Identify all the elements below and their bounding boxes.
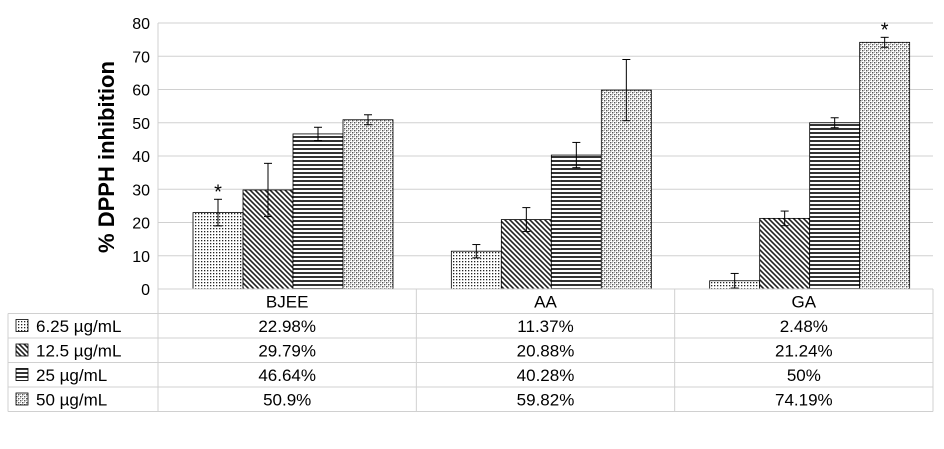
significance-star: * <box>214 181 222 203</box>
bar <box>600 89 652 290</box>
bar <box>859 41 911 290</box>
y-axis-ticks: 0 10 20 30 40 50 60 70 80 <box>132 16 150 299</box>
legend-label: 25 µg/mL <box>36 366 107 385</box>
legend-swatch <box>15 368 29 381</box>
y-tick-label: 0 <box>141 282 150 299</box>
y-tick-label: 50 <box>132 116 150 133</box>
significance-marks: ** <box>214 19 889 203</box>
bar <box>759 217 811 290</box>
table-cell: 21.24% <box>775 342 833 361</box>
table-cell: 46.64% <box>258 366 316 385</box>
x-tick-label: BJEE <box>266 293 309 312</box>
table-cell: 29.79% <box>258 342 316 361</box>
x-tick-label: GA <box>792 293 817 312</box>
legend-swatch <box>15 392 29 406</box>
bar <box>550 154 602 290</box>
legend-swatch <box>15 319 29 332</box>
y-tick-label: 40 <box>132 149 150 166</box>
table-cell: 50% <box>787 366 821 385</box>
y-axis-label: % DPPH inhibition <box>94 61 119 253</box>
x-tick-label: AA <box>534 293 557 312</box>
data-table: BJEE AA GA 6.25 µg/mL 22.98% 11.37% 2.48% 12.5 … <box>7 288 934 412</box>
table-cell: 2.48% <box>780 317 828 336</box>
error-bars <box>214 36 889 289</box>
table-cell: 20.88% <box>517 342 575 361</box>
legend-label: 12.5 µg/mL <box>36 342 121 361</box>
significance-star: * <box>881 19 889 41</box>
table-cell: 40.28% <box>517 366 575 385</box>
y-tick-label: 20 <box>132 216 150 233</box>
legend-swatch <box>15 343 29 357</box>
table-cell: 74.19% <box>775 391 833 410</box>
table-cell: 22.98% <box>258 317 316 336</box>
y-tick-label: 30 <box>132 182 150 199</box>
bars <box>192 41 911 290</box>
bar <box>809 122 861 290</box>
bar <box>342 119 394 290</box>
y-tick-label: 60 <box>132 83 150 100</box>
y-tick-label: 70 <box>132 49 150 66</box>
y-tick-label: 80 <box>132 16 150 33</box>
table-cell: 59.82% <box>517 391 575 410</box>
y-tick-label: 10 <box>132 249 150 266</box>
legend-label: 50 µg/mL <box>36 391 107 410</box>
legend-label: 6.25 µg/mL <box>36 317 121 336</box>
table-cell: 50.9% <box>263 391 311 410</box>
table-cell: 11.37% <box>517 317 573 336</box>
bar <box>292 133 344 290</box>
